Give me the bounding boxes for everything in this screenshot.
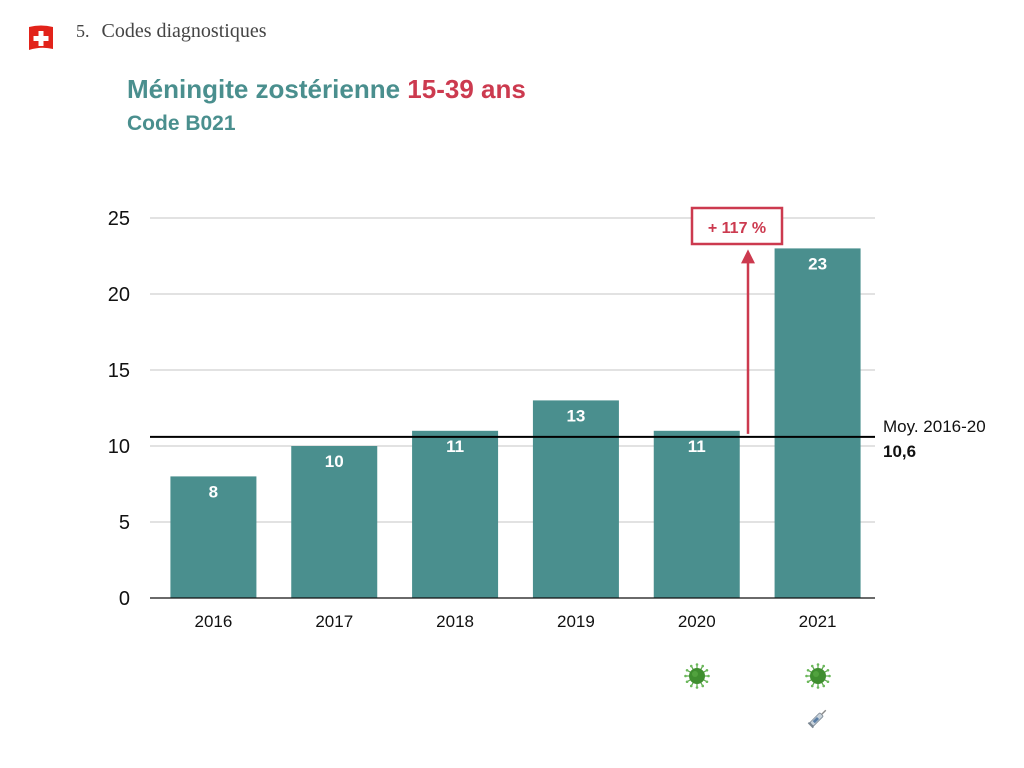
section-heading: 5. Codes diagnostiques	[76, 20, 267, 43]
x-tick-label: 2021	[799, 612, 837, 631]
y-tick-label: 25	[108, 208, 130, 230]
bar-value-label: 13	[566, 406, 585, 425]
bar-value-label: 8	[209, 482, 218, 501]
bar-value-label: 11	[446, 437, 464, 456]
x-tick-label: 2019	[557, 612, 595, 631]
increase-arrow-head	[741, 249, 755, 264]
y-tick-label: 10	[108, 436, 130, 458]
y-tick-label: 0	[119, 588, 130, 610]
section-title: Codes diagnostiques	[101, 20, 267, 42]
increase-annotation-text: + 117 %	[708, 220, 766, 237]
bar-2021	[774, 248, 861, 598]
virus-icon	[683, 663, 710, 689]
x-tick-label: 2017	[315, 612, 353, 631]
bar-2016	[170, 476, 257, 598]
bar-value-label: 23	[808, 254, 827, 273]
swiss-flag-icon	[29, 25, 53, 50]
y-tick-label: 15	[108, 360, 130, 382]
x-tick-label: 2020	[678, 612, 716, 631]
chart-title-age-group: 15-39 ans	[407, 74, 526, 104]
bar-2020	[653, 430, 740, 598]
y-tick-label: 5	[119, 512, 130, 534]
bar-2018	[412, 430, 499, 598]
bar-2019	[532, 400, 619, 598]
average-value: 10,6	[883, 442, 916, 461]
syringe-icon	[807, 709, 826, 729]
x-tick-label: 2016	[195, 612, 233, 631]
section-number: 5.	[76, 21, 90, 41]
bar-2017	[291, 446, 378, 598]
bar-value-label: 11	[688, 437, 706, 456]
chart-title: Méningite zostérienne 15-39 ans	[127, 74, 526, 105]
virus-icon	[804, 663, 831, 689]
bar-value-label: 10	[325, 452, 344, 471]
average-label: Moy. 2016-20	[883, 417, 986, 436]
increase-annotation-box	[690, 206, 784, 246]
x-tick-label: 2018	[436, 612, 474, 631]
chart-title-main: Méningite zostérienne	[127, 74, 401, 104]
y-tick-label: 20	[108, 284, 130, 306]
chart-subtitle: Code B021	[127, 112, 236, 135]
